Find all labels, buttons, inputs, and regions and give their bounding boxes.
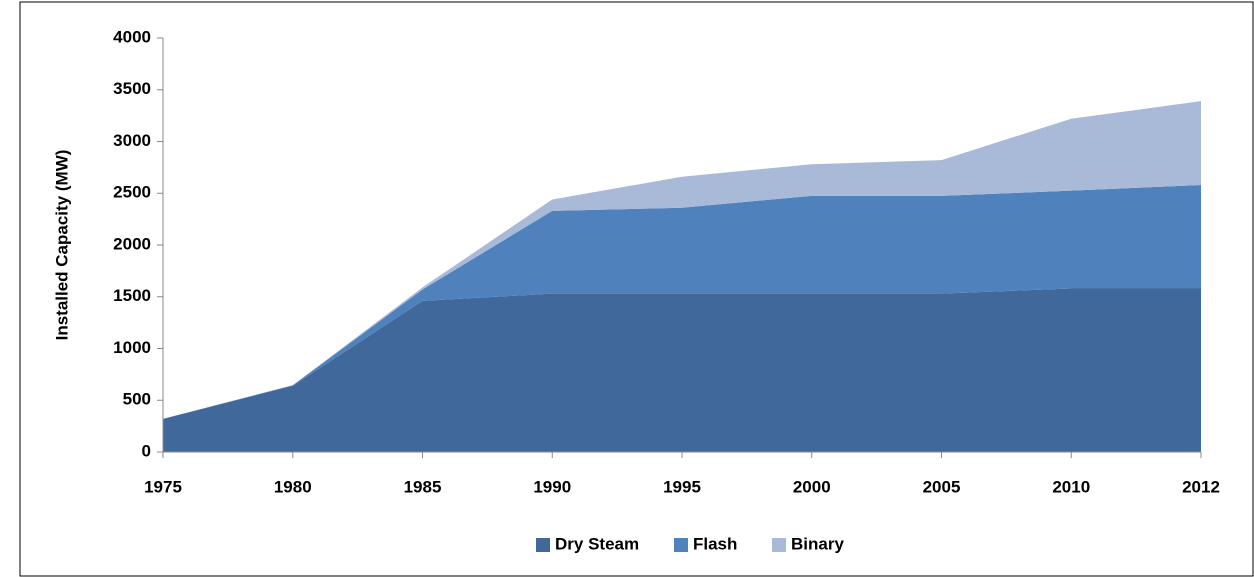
area — [163, 288, 1201, 452]
x-tick-label: 1985 — [404, 477, 442, 496]
x-tick-label: 2000 — [793, 477, 831, 496]
legend-label: Binary — [791, 534, 844, 553]
area — [163, 184, 1201, 419]
y-tick-label: 1500 — [113, 286, 151, 305]
x-tick-label: 1975 — [144, 477, 182, 496]
y-tick-label: 3000 — [113, 131, 151, 150]
y-tick-label: 2500 — [113, 183, 151, 202]
y-tick-label: 1000 — [113, 338, 151, 357]
x-tick-label: 2010 — [1052, 477, 1090, 496]
y-axis-label: Installed Capacity (MW) — [52, 150, 71, 341]
x-tick-label: 1995 — [663, 477, 701, 496]
area — [163, 101, 1201, 419]
x-tick-label: 2005 — [923, 477, 961, 496]
legend-label: Dry Steam — [555, 534, 639, 553]
x-tick-label: 1980 — [274, 477, 312, 496]
y-tick-label: 0 — [142, 441, 151, 460]
y-tick-label: 4000 — [113, 27, 151, 46]
x-tick-label: 2012 — [1182, 477, 1220, 496]
legend-swatch — [674, 538, 688, 552]
y-tick-label: 3500 — [113, 79, 151, 98]
legend-swatch — [536, 538, 550, 552]
y-tick-label: 2000 — [113, 234, 151, 253]
legend-swatch — [772, 538, 786, 552]
x-tick-label: 1990 — [533, 477, 571, 496]
legend-label: Flash — [693, 534, 737, 553]
y-tick-label: 500 — [123, 390, 151, 409]
